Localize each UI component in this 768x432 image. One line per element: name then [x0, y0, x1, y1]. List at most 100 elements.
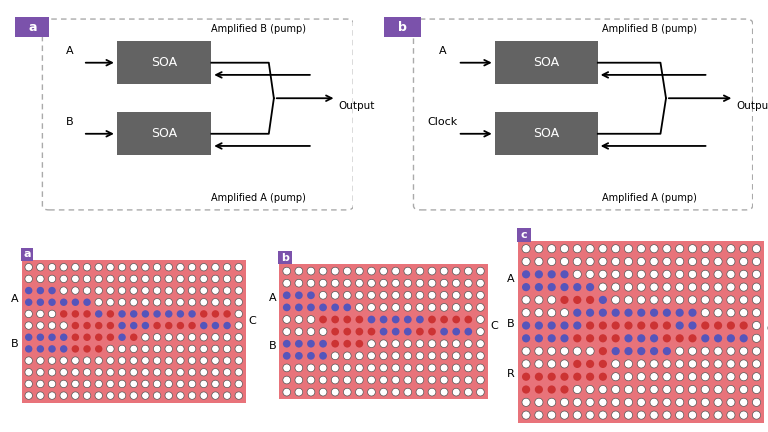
Circle shape	[476, 280, 485, 287]
Circle shape	[235, 368, 243, 376]
Circle shape	[624, 270, 633, 278]
Circle shape	[392, 328, 399, 336]
Circle shape	[343, 304, 351, 311]
Circle shape	[586, 296, 594, 304]
Circle shape	[177, 275, 184, 283]
Circle shape	[118, 334, 126, 341]
Circle shape	[586, 245, 594, 253]
Circle shape	[611, 321, 620, 330]
Circle shape	[48, 368, 56, 376]
Circle shape	[688, 398, 697, 407]
Circle shape	[688, 270, 697, 278]
Circle shape	[356, 388, 363, 396]
Circle shape	[740, 270, 748, 278]
Circle shape	[154, 264, 161, 271]
Circle shape	[714, 308, 722, 317]
Circle shape	[714, 347, 722, 355]
Circle shape	[611, 334, 620, 343]
Circle shape	[465, 304, 472, 311]
Circle shape	[141, 334, 149, 341]
Circle shape	[676, 296, 684, 304]
Circle shape	[522, 296, 530, 304]
Circle shape	[535, 257, 543, 266]
Circle shape	[701, 347, 710, 355]
Circle shape	[561, 398, 568, 407]
Circle shape	[753, 296, 760, 304]
Circle shape	[522, 334, 530, 343]
Circle shape	[319, 267, 327, 275]
Circle shape	[599, 347, 607, 355]
Circle shape	[200, 334, 207, 341]
Circle shape	[235, 299, 243, 306]
Circle shape	[118, 380, 126, 388]
Circle shape	[561, 283, 568, 291]
Circle shape	[611, 347, 620, 355]
Circle shape	[548, 360, 556, 368]
Circle shape	[599, 270, 607, 278]
Circle shape	[295, 352, 303, 360]
Circle shape	[71, 380, 79, 388]
Circle shape	[379, 388, 387, 396]
Circle shape	[452, 376, 460, 384]
Circle shape	[548, 270, 556, 278]
Circle shape	[83, 287, 91, 294]
Circle shape	[476, 340, 485, 348]
Circle shape	[740, 283, 748, 291]
Circle shape	[379, 280, 387, 287]
Circle shape	[368, 292, 376, 299]
Circle shape	[107, 264, 114, 271]
Circle shape	[714, 360, 722, 368]
Circle shape	[465, 280, 472, 287]
Circle shape	[452, 388, 460, 396]
Circle shape	[599, 257, 607, 266]
Circle shape	[356, 304, 363, 311]
Circle shape	[95, 299, 102, 306]
Circle shape	[476, 388, 485, 396]
Circle shape	[60, 345, 68, 353]
Circle shape	[452, 292, 460, 299]
Circle shape	[60, 275, 68, 283]
Circle shape	[154, 357, 161, 364]
Circle shape	[573, 283, 581, 291]
Circle shape	[727, 283, 735, 291]
Circle shape	[48, 275, 56, 283]
Circle shape	[727, 347, 735, 355]
Circle shape	[428, 304, 436, 311]
Circle shape	[440, 267, 448, 275]
Circle shape	[295, 267, 303, 275]
Circle shape	[130, 380, 137, 388]
Circle shape	[663, 308, 671, 317]
Circle shape	[522, 347, 530, 355]
Circle shape	[611, 245, 620, 253]
Circle shape	[356, 280, 363, 287]
Circle shape	[319, 292, 327, 299]
Circle shape	[573, 373, 581, 381]
Circle shape	[416, 340, 424, 348]
Circle shape	[676, 347, 684, 355]
Circle shape	[573, 308, 581, 317]
Circle shape	[465, 328, 472, 336]
Circle shape	[624, 296, 633, 304]
Circle shape	[663, 296, 671, 304]
Circle shape	[535, 270, 543, 278]
Circle shape	[637, 411, 645, 419]
Circle shape	[440, 292, 448, 299]
Circle shape	[37, 275, 44, 283]
Circle shape	[379, 292, 387, 299]
Circle shape	[624, 334, 633, 343]
Circle shape	[130, 310, 137, 318]
Circle shape	[624, 245, 633, 253]
Circle shape	[599, 283, 607, 291]
Circle shape	[637, 321, 645, 330]
Circle shape	[701, 398, 710, 407]
Circle shape	[379, 352, 387, 360]
Circle shape	[416, 292, 424, 299]
Circle shape	[379, 376, 387, 384]
Circle shape	[107, 310, 114, 318]
Circle shape	[165, 392, 173, 399]
Bar	[117, 112, 211, 155]
Circle shape	[637, 270, 645, 278]
Circle shape	[331, 280, 339, 287]
Text: a: a	[23, 249, 31, 259]
Circle shape	[676, 321, 684, 330]
